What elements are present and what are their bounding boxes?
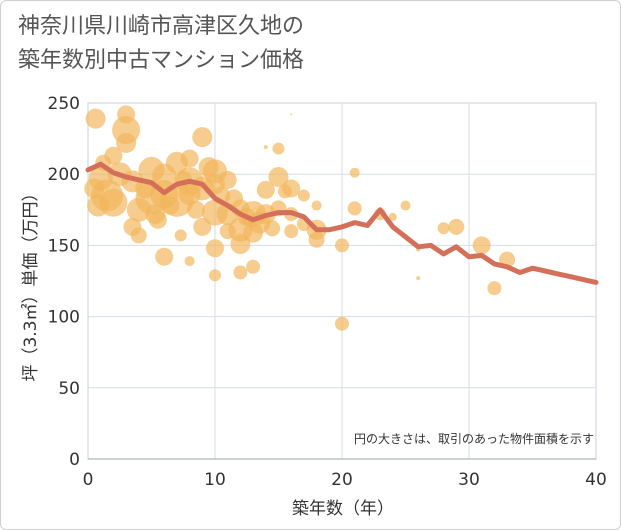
data-bubble xyxy=(268,167,289,188)
data-bubble xyxy=(290,113,293,116)
data-bubble xyxy=(230,233,251,254)
data-bubble xyxy=(311,200,322,211)
chart-title-line2: 築年数別中古マンション価格 xyxy=(18,48,305,73)
x-tick-label: 10 xyxy=(204,470,226,490)
bubble-size-note: 円の大きさは、取引のあった物件面積を示す xyxy=(354,431,594,446)
data-bubble xyxy=(263,145,268,150)
data-bubble xyxy=(335,238,349,253)
data-bubble xyxy=(487,281,502,296)
data-bubble xyxy=(284,224,299,239)
chart-title-line1: 神奈川県川崎市高津区久地の xyxy=(18,14,305,39)
data-bubble xyxy=(400,200,411,211)
y-tick-label: 200 xyxy=(48,165,80,185)
data-bubble xyxy=(282,179,301,198)
data-bubbles xyxy=(84,105,516,331)
y-axis-label: 坪（3.3㎡）単価（万円） xyxy=(21,184,41,381)
trend-line xyxy=(85,161,599,285)
y-tick-label: 100 xyxy=(48,308,80,328)
data-bubble xyxy=(264,220,281,237)
data-bubble xyxy=(448,218,465,235)
data-bubble xyxy=(335,316,349,331)
data-bubble xyxy=(246,259,261,274)
data-bubble xyxy=(184,256,195,267)
data-bubble xyxy=(85,108,106,129)
data-bubble xyxy=(186,200,205,219)
y-tick-label: 50 xyxy=(58,379,80,399)
data-bubble xyxy=(272,142,285,155)
data-bubble xyxy=(180,149,199,168)
x-tick-label: 0 xyxy=(83,470,94,490)
data-bubble xyxy=(99,188,128,217)
data-bubble xyxy=(308,231,325,248)
y-tick-label: 0 xyxy=(69,450,80,470)
data-bubble xyxy=(233,265,248,280)
x-tick-label: 40 xyxy=(585,470,607,490)
data-bubble xyxy=(206,239,224,258)
data-bubble xyxy=(297,189,310,202)
data-bubble xyxy=(174,229,187,242)
trend-line-group xyxy=(85,161,599,285)
data-bubble xyxy=(416,276,421,281)
x-tick-label: 20 xyxy=(331,470,353,490)
data-bubble xyxy=(388,212,397,221)
chart-title: 神奈川県川崎市高津区久地の 築年数別中古マンション価格 xyxy=(18,10,304,78)
data-bubble xyxy=(209,269,221,282)
data-bubble xyxy=(130,227,147,244)
data-bubble xyxy=(437,222,450,235)
data-bubble xyxy=(192,127,213,148)
data-bubble xyxy=(218,170,237,189)
tick-labels: 0 10 20 30 40 0 50 100 150 200 250 xyxy=(48,94,607,490)
data-bubble xyxy=(472,236,491,255)
y-tick-label: 150 xyxy=(48,236,80,256)
data-bubble xyxy=(349,167,360,178)
y-tick-label: 250 xyxy=(48,94,80,114)
data-bubble xyxy=(155,247,174,266)
grid-lines xyxy=(87,102,597,460)
x-tick-label: 30 xyxy=(458,470,480,490)
x-axis-label: 築年数（年） xyxy=(292,499,394,519)
data-bubble xyxy=(347,201,362,216)
data-bubble xyxy=(148,210,167,229)
data-bubble xyxy=(104,146,123,165)
data-bubble xyxy=(256,180,275,199)
data-bubble xyxy=(116,132,137,153)
